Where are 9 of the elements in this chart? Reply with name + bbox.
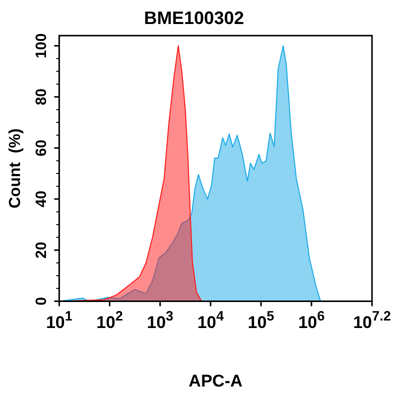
y-axis-title: Count (%) xyxy=(7,128,24,208)
y-tick-label: 60 xyxy=(32,140,50,156)
y-tick-label: 100 xyxy=(32,33,50,58)
y-tick-label: 80 xyxy=(32,88,50,106)
x-axis-title: APC-A xyxy=(188,371,243,390)
y-tick-label: 20 xyxy=(32,242,50,258)
y-tick-label: 40 xyxy=(32,190,50,208)
chart-title: BME100302 xyxy=(144,8,244,28)
y-tick-label: 0 xyxy=(32,297,50,306)
